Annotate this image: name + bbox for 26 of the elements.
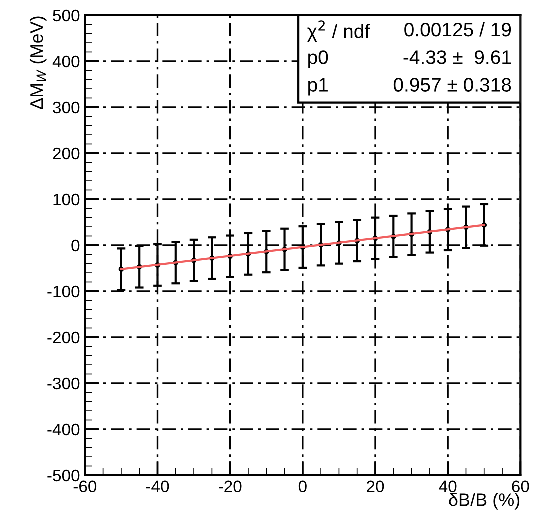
x-tick-label: 0: [298, 480, 307, 493]
annotation: p0: [308, 50, 328, 68]
annotation: p1: [308, 78, 328, 96]
y-tick-label: 400: [52, 56, 80, 68]
x-tick-label: 20: [367, 480, 384, 493]
x-tick-label: -40: [146, 480, 170, 493]
y-tick-label: 100: [54, 194, 80, 206]
y-tick-label: 300: [53, 102, 80, 114]
y-tick-label: 200: [53, 148, 80, 160]
y-tick-label: -100: [48, 286, 80, 298]
y-axis-title: ΔM$_{W}$ (MeV): [30, 16, 47, 110]
annotation: χ$^{2}$ / ndf: [307, 20, 370, 42]
y-tick-label: -500: [48, 470, 80, 482]
x-tick-label: 40: [439, 480, 457, 493]
annotation: 0.00125 / 19: [404, 22, 512, 37]
annotation: -4.33 ± 9.61: [404, 50, 512, 64]
y-tick-label: 0: [72, 240, 80, 252]
y-tick-label: 500: [53, 10, 80, 22]
x-axis-title: δB/B (%): [449, 493, 520, 510]
x-tick-label: -20: [219, 480, 242, 493]
x-tick-label: -60: [74, 480, 97, 493]
y-tick-label: -400: [48, 424, 80, 436]
y-tick-label: -300: [48, 378, 80, 390]
x-tick-label: 60: [512, 480, 530, 493]
y-tick-label: -200: [48, 332, 80, 344]
annotation: 0.957 ± 0.318: [394, 78, 512, 92]
